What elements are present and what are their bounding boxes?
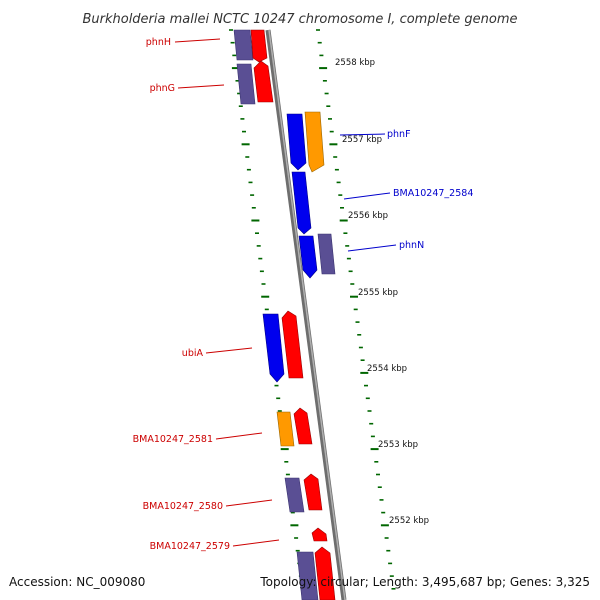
genome-summary: Topology: circular; Length: 3,495,687 bp… xyxy=(259,575,590,589)
scale-label: 2556 kbp xyxy=(348,211,388,221)
gene-features xyxy=(233,29,336,600)
gene-label-phnN[interactable]: phnN xyxy=(399,240,424,251)
scale-labels: 2558 kbp 2557 kbp 2556 kbp 2555 kbp 2554… xyxy=(335,58,429,526)
gene-label-phnG[interactable]: phnG xyxy=(150,83,175,94)
genome-backbone xyxy=(265,29,347,600)
gene-feature[interactable] xyxy=(262,313,285,383)
gene-feature[interactable] xyxy=(281,310,304,379)
gene-feature[interactable] xyxy=(291,171,312,235)
label-leaders xyxy=(174,38,397,547)
leader-line xyxy=(174,38,221,43)
leader-line xyxy=(347,244,397,252)
gene-label-bma10247-2579[interactable]: BMA10247_2579 xyxy=(150,541,230,552)
gene-feature[interactable] xyxy=(317,233,336,275)
gene-feature[interactable] xyxy=(253,60,274,103)
leader-line xyxy=(215,432,263,440)
scale-label: 2558 kbp xyxy=(335,58,375,68)
scale-label: 2553 kbp xyxy=(378,440,418,450)
accession-text: Accession: NC_009080 xyxy=(9,575,145,589)
scale-label: 2555 kbp xyxy=(358,288,398,298)
gene-label-phnF[interactable]: phnF xyxy=(387,129,411,140)
leader-line xyxy=(339,133,386,136)
gene-feature[interactable] xyxy=(250,29,268,63)
gene-feature[interactable] xyxy=(314,546,336,600)
gene-label-phnH[interactable]: phnH xyxy=(146,37,171,48)
scale-label: 2552 kbp xyxy=(389,516,429,526)
gene-feature[interactable] xyxy=(293,407,313,445)
gene-feature[interactable] xyxy=(284,477,305,513)
gene-label-bma10247-2581[interactable]: BMA10247_2581 xyxy=(133,434,213,445)
leader-line xyxy=(225,499,273,507)
scale-label: 2554 kbp xyxy=(367,364,407,374)
gene-feature[interactable] xyxy=(233,29,254,61)
genome-title: Burkholderia mallei NCTC 10247 chromosom… xyxy=(82,12,517,27)
leader-line xyxy=(343,192,391,200)
gene-label-bma10247-2584[interactable]: BMA10247_2584 xyxy=(393,188,473,199)
gene-feature[interactable] xyxy=(298,235,318,279)
gene-feature[interactable] xyxy=(296,551,319,600)
outer-tick-ring xyxy=(316,29,396,590)
leader-line xyxy=(177,84,225,89)
leader-line xyxy=(232,539,280,547)
gene-labels: phnH phnG phnF BMA10247_2584 phnN ubiA B… xyxy=(133,37,474,552)
gene-feature[interactable] xyxy=(236,63,256,105)
gene-label-bma10247-2580[interactable]: BMA10247_2580 xyxy=(143,501,223,512)
gene-label-ubiA[interactable]: ubiA xyxy=(182,348,204,359)
gene-feature[interactable] xyxy=(303,473,323,511)
gene-feature[interactable] xyxy=(286,113,307,171)
genome-backbone-highlight xyxy=(268,29,346,600)
gene-feature[interactable] xyxy=(311,527,328,542)
leader-line xyxy=(205,347,253,354)
gene-feature[interactable] xyxy=(276,411,295,447)
scale-label: 2557 kbp xyxy=(342,135,382,145)
gene-feature[interactable] xyxy=(304,111,325,173)
